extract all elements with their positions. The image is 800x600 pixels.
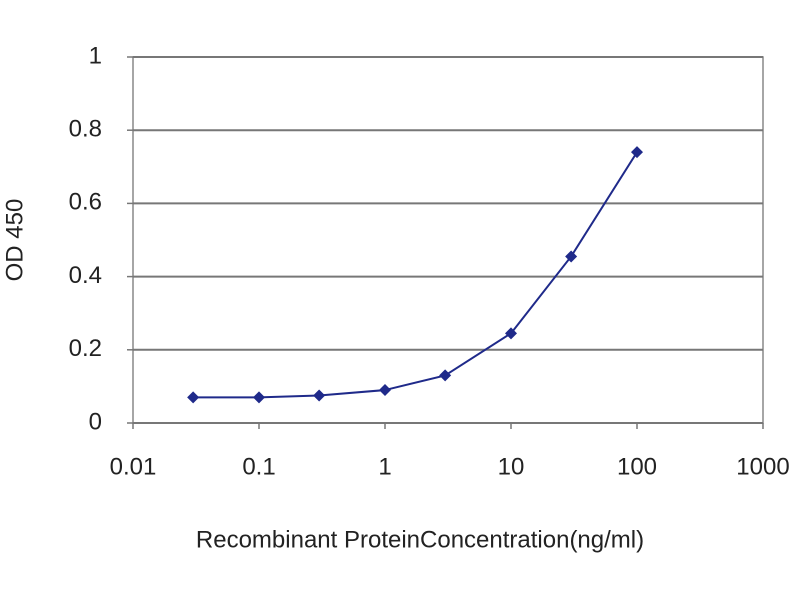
marker [313,389,326,402]
plot-area [132,56,764,424]
x-tick-label: 1 [378,453,391,480]
x-tick-label: 1000 [736,453,789,480]
x-axis-label: Recombinant ProteinConcentration(ng/ml) [196,526,644,553]
y-tick-label: 0.4 [69,262,102,289]
y-tick-label: 0.6 [69,189,102,216]
y-tick-label: 0.2 [69,335,102,362]
line [193,151,638,399]
marker [565,250,578,263]
marker [253,391,265,404]
marker [505,327,517,340]
marker [379,384,391,397]
marker [439,369,452,382]
x-tick-label: 0.1 [242,453,275,480]
y-tick-label: 0.8 [69,116,102,143]
y-tick-label: 0 [89,408,102,435]
y-tick-label: 1 [89,42,102,69]
x-tick-label: 100 [617,453,657,480]
marker [187,391,200,404]
x-tick-label: 10 [498,453,525,480]
marker [631,146,643,159]
y-axis-label: OD 450 [1,199,28,282]
x-tick-label: 0.01 [110,453,157,480]
